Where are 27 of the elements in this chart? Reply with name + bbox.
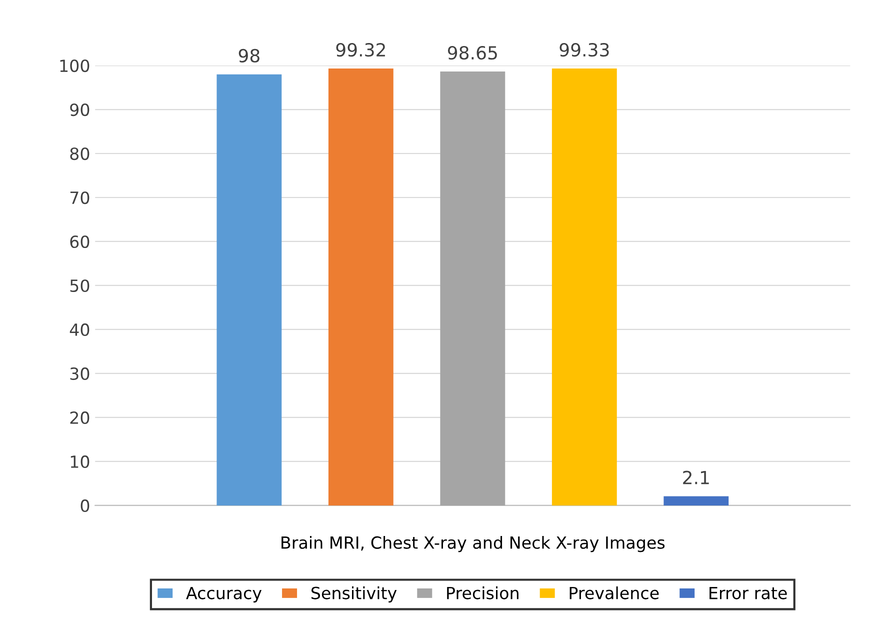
legend-label: Precision bbox=[447, 586, 518, 600]
data-label: 2.1 bbox=[683, 470, 709, 484]
data-label: 99.32 bbox=[336, 43, 385, 57]
bar bbox=[216, 74, 282, 506]
y-tick-label: 60 bbox=[70, 235, 90, 248]
legend-label: Error rate bbox=[710, 586, 787, 600]
data-label: 98 bbox=[238, 48, 260, 62]
data-label: 98.65 bbox=[448, 46, 497, 60]
y-tick-label: 40 bbox=[70, 323, 90, 336]
y-tick-label: 80 bbox=[70, 147, 90, 160]
y-tick-label: 50 bbox=[70, 279, 90, 292]
bar bbox=[552, 68, 617, 506]
x-tick-label: Brain MRI, Chest X-ray and Neck X-ray Images bbox=[282, 536, 665, 552]
y-tick-label: 10 bbox=[70, 455, 90, 468]
legend-label: Sensitivity bbox=[311, 586, 397, 603]
bar bbox=[440, 71, 506, 506]
legend-label: Accuracy bbox=[186, 586, 262, 603]
y-tick-label: 30 bbox=[70, 367, 90, 380]
y-tick-label: 70 bbox=[70, 191, 90, 204]
y-tick-label: 20 bbox=[70, 411, 90, 424]
y-tick-label: 100 bbox=[60, 59, 90, 72]
bar bbox=[664, 496, 729, 506]
legend-label: Prevalence bbox=[570, 586, 659, 600]
y-tick-label: 0 bbox=[80, 499, 90, 512]
y-tick-label: 90 bbox=[70, 103, 90, 116]
data-label: 99.33 bbox=[560, 42, 609, 57]
bar bbox=[328, 68, 394, 506]
